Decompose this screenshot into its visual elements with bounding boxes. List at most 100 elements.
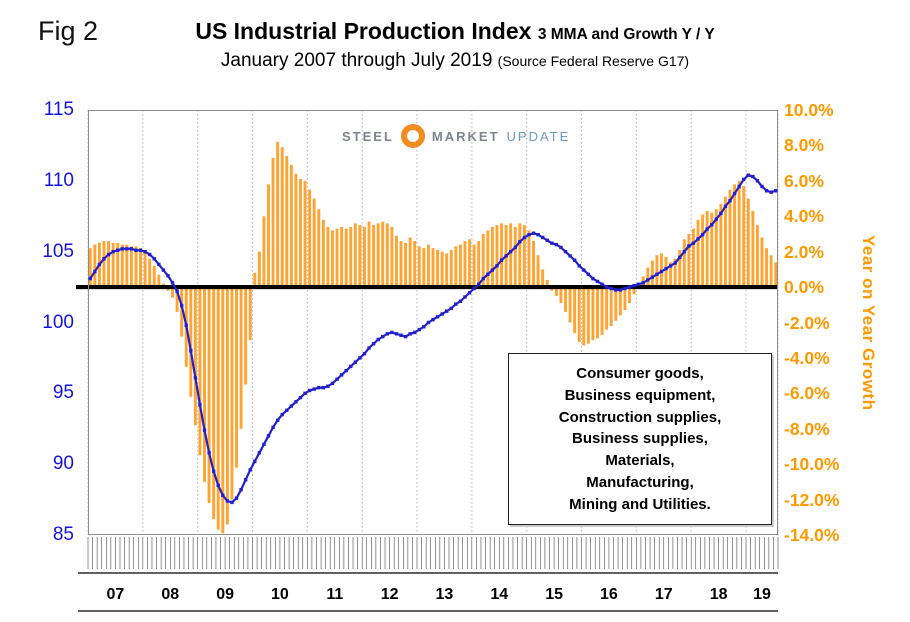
plot-border [88,110,778,535]
x-axis-year-label: 07 [107,586,125,603]
index-marker [138,248,143,252]
index-marker [262,442,266,447]
growth-bar [289,164,293,288]
x-axis-year-label: 18 [710,586,728,603]
growth-bar [344,228,348,288]
logo-globe-icon [400,124,425,148]
growth-bar [454,246,458,288]
index-marker [595,279,600,284]
index-marker [312,387,316,391]
growth-bar [650,260,654,288]
growth-bar [262,216,266,288]
growth-bar [541,269,545,288]
growth-bar [358,225,362,288]
index-marker [216,483,220,488]
right-axis-tick: -14.0% [784,525,840,545]
index-marker [198,402,202,407]
growth-bar [554,287,558,296]
growth-bar [189,287,193,397]
index-marker [147,252,152,257]
index-marker [650,275,655,279]
growth-bar [125,244,129,288]
growth-bar [449,249,453,288]
index-marker [170,281,175,285]
growth-bar [733,184,737,288]
index-marker [129,247,134,251]
index-marker [134,248,138,252]
growth-bar [413,241,417,288]
index-marker [303,391,307,396]
index-marker [330,381,335,386]
growth-bar [495,225,499,288]
index-marker [93,269,97,274]
index-marker [591,276,595,281]
growth-bar [673,258,677,288]
growth-bar [710,212,714,288]
growth-bar [180,287,184,337]
index-marker [440,312,444,316]
index-marker [508,249,513,254]
growth-bar [198,287,202,456]
index-marker [390,330,394,335]
index-marker [531,231,536,235]
note-line: Materials, [605,452,675,469]
chart-subtitle: January 2007 through July 2019 (Source F… [90,50,820,72]
growth-bar [267,184,270,288]
right-axis-tick: -8.0% [784,418,830,439]
growth-bar [678,249,682,288]
note-line: Business supplies, [572,430,708,448]
growth-bar [353,223,357,288]
growth-bar [120,244,124,288]
index-marker [522,235,527,240]
growth-bar [303,180,307,288]
index-marker [563,249,568,254]
index-marker [554,242,559,247]
x-axis-year-label: 10 [271,586,289,603]
growth-bar [737,180,741,288]
growth-bar [559,287,563,304]
growth-bar [253,272,257,288]
index-marker [568,254,572,258]
growth-bar [102,241,106,288]
growth-bar [221,287,225,534]
growth-bar [468,239,472,288]
growth-bar [477,241,481,288]
growth-bar [682,239,686,288]
growth-bar [564,287,567,312]
growth-bar [417,246,421,288]
note-line: Mining and Utilities. [569,495,711,513]
growth-bar [216,287,220,530]
growth-bar [244,287,248,385]
index-marker [764,189,769,193]
logo-text-steel: STEEL [342,128,394,144]
growth-bar [714,209,718,288]
x-axis-year-label: 16 [600,586,618,603]
growth-bar [111,242,115,288]
growth-bar [545,280,549,288]
growth-bar [746,198,750,288]
index-marker [175,289,179,294]
growth-bar [248,287,252,341]
growth-bar [463,241,467,288]
growth-bar [669,262,673,288]
index-marker [399,333,403,337]
growth-bar [614,287,618,321]
index-marker [161,268,166,272]
chart-plot-area: 07 08 09 10 11 12 13 14 15 16 17 18 19 [76,110,779,612]
growth-bar [755,225,759,288]
growth-bar [458,244,462,288]
growth-bar [116,242,120,288]
growth-bar [774,262,778,288]
index-marker [723,204,728,209]
index-marker [582,268,586,272]
right-axis-tick: -6.0% [784,383,830,404]
growth-bar [157,274,161,288]
index-marker [385,332,389,336]
index-marker [307,388,312,393]
index-marker [445,309,449,313]
index-marker [719,211,723,216]
sector-composition-note: Consumer goods, Business equipment, Cons… [508,353,772,526]
note-line: Manufacturing, [586,473,694,491]
growth-bar [394,235,398,288]
x-axis-year-label: 11 [326,586,343,603]
